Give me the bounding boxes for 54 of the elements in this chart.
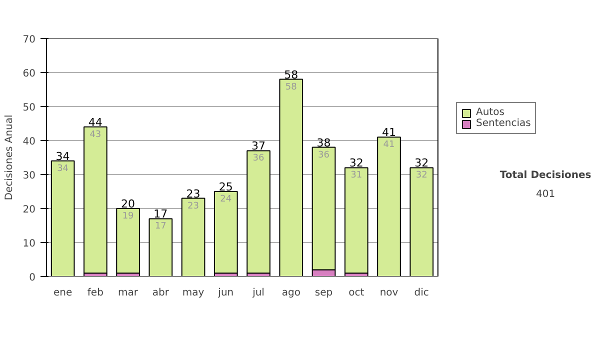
legend-label: Sentencias xyxy=(476,118,531,129)
x-tick-label: sep xyxy=(314,288,333,298)
total-label: 38 xyxy=(316,136,331,150)
data-label: 36 xyxy=(318,150,330,160)
data-label: 43 xyxy=(90,130,102,140)
total-label: 17 xyxy=(154,208,168,221)
bar xyxy=(246,150,270,274)
data-label: 58 xyxy=(285,82,298,92)
x-tick-label: abr xyxy=(152,288,170,298)
bar xyxy=(214,191,238,274)
data-label: 32 xyxy=(416,170,428,181)
x-tick-label: dic xyxy=(414,288,429,298)
y-tick-label: 10 xyxy=(22,238,36,250)
y-tick-label: 40 xyxy=(22,136,36,148)
data-label: 31 xyxy=(350,170,362,181)
total-label: 34 xyxy=(56,150,70,163)
legend-label: Autos xyxy=(476,107,504,118)
text: Total Decisiones xyxy=(500,170,592,181)
y-axis-title: Decisiones Anual xyxy=(4,114,15,200)
x-tick-label: ago xyxy=(282,288,300,298)
total-label: 32 xyxy=(349,156,364,170)
total-label: 37 xyxy=(252,140,266,153)
x-tick-label: jun xyxy=(217,288,234,298)
x-tick-label: jul xyxy=(252,288,264,298)
total-label: 32 xyxy=(414,156,429,170)
total-label: 44 xyxy=(88,116,102,129)
text: 401 xyxy=(536,189,556,200)
total-label: 25 xyxy=(218,180,233,194)
x-tick-label: nov xyxy=(380,288,398,298)
total-label: 20 xyxy=(121,198,136,210)
bar xyxy=(116,208,140,274)
data-label: 36 xyxy=(252,154,265,164)
bar xyxy=(344,167,368,274)
x-tick-label: oct xyxy=(348,288,364,298)
x-tick-label: mar xyxy=(118,288,139,298)
x-tick-label: ene xyxy=(53,288,72,298)
y-tick-label: 60 xyxy=(22,68,36,80)
bar xyxy=(84,126,108,274)
data-label: 23 xyxy=(188,201,200,212)
data-label: 17 xyxy=(154,222,166,232)
y-tick-label: 70 xyxy=(22,34,36,46)
total-label: 23 xyxy=(186,187,200,200)
data-label: 19 xyxy=(122,212,134,222)
data-label: 34 xyxy=(57,164,69,174)
y-tick-label: 20 xyxy=(22,204,36,216)
data-label: 41 xyxy=(383,140,395,150)
total-label: 41 xyxy=(382,126,396,140)
y-tick-label: 50 xyxy=(22,102,36,114)
total-label: 58 xyxy=(284,68,298,82)
data-label: 24 xyxy=(220,194,232,204)
x-tick-label: may xyxy=(182,288,204,298)
y-tick-label: 0 xyxy=(29,272,36,284)
y-tick-label: 30 xyxy=(22,170,36,182)
x-tick-label: feb xyxy=(87,288,104,298)
